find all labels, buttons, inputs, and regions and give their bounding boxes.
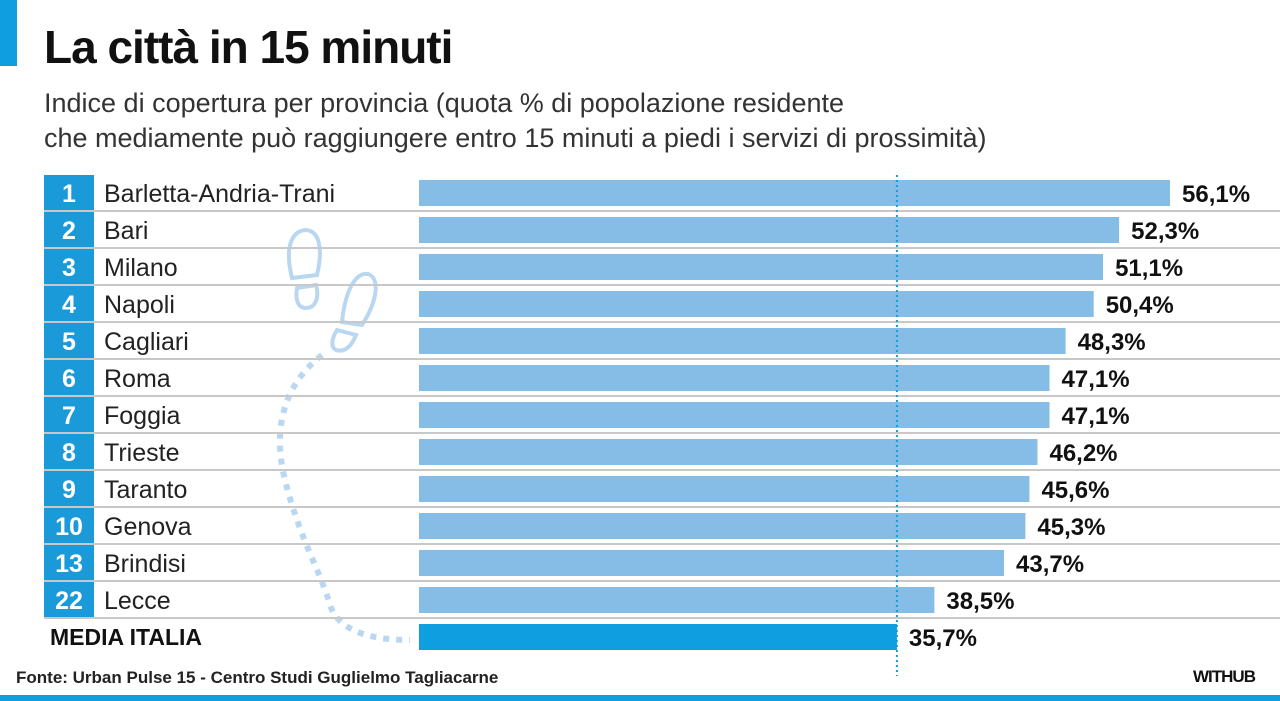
bar: [419, 513, 1026, 539]
value-label: 45,3%: [1037, 514, 1105, 541]
bar: [419, 180, 1170, 206]
category-label: Taranto: [104, 476, 187, 504]
value-label: 38,5%: [946, 588, 1014, 615]
average-label: MEDIA ITALIA: [50, 624, 202, 650]
category-label: Brindisi: [104, 550, 186, 578]
chart-subtitle: Indice di copertura per provincia (quota…: [44, 86, 1280, 156]
value-label: 51,1%: [1115, 255, 1183, 282]
rank-box: [44, 212, 94, 247]
value-label: 45,6%: [1041, 477, 1109, 504]
rank-label: 13: [55, 550, 83, 578]
value-label: 46,2%: [1049, 440, 1117, 467]
footprints-icon: [276, 227, 411, 643]
value-label: 47,1%: [1062, 403, 1130, 430]
average-bar: [419, 624, 897, 650]
rank-box: [44, 508, 94, 543]
chart-title: La città in 15 minuti: [44, 21, 453, 73]
rank-box: [44, 582, 94, 617]
value-label: 56,1%: [1182, 181, 1250, 208]
bar: [419, 328, 1066, 354]
accent-bar: [0, 0, 17, 66]
value-label: 50,4%: [1106, 292, 1174, 319]
bottom-accent-bar: [0, 695, 1280, 701]
category-label: Foggia: [104, 402, 181, 430]
value-label: 52,3%: [1131, 218, 1199, 245]
rank-box: [44, 471, 94, 506]
bar: [419, 365, 1050, 391]
subtitle-line-1: Indice di copertura per provincia (quota…: [44, 88, 844, 118]
bar: [419, 217, 1120, 243]
rank-box: [44, 286, 94, 321]
rank-label: 4: [62, 291, 76, 319]
value-label: 43,7%: [1016, 551, 1084, 578]
value-label: 47,1%: [1062, 366, 1130, 393]
bar: [419, 550, 1005, 576]
rank-box: [44, 175, 94, 210]
rank-box: [44, 360, 94, 395]
value-label: 48,3%: [1078, 329, 1146, 356]
rank-label: 10: [55, 513, 83, 541]
rank-label: 8: [62, 439, 76, 467]
bar: [419, 402, 1050, 428]
rank-label: 1: [62, 180, 76, 208]
rank-label: 2: [62, 217, 76, 245]
rank-label: 22: [55, 587, 83, 615]
rank-box: [44, 397, 94, 432]
category-label: Bari: [104, 217, 148, 245]
bar: [419, 439, 1038, 465]
category-label: Roma: [104, 365, 171, 393]
rank-label: 3: [62, 254, 76, 282]
rank-label: 7: [62, 402, 76, 430]
category-label: Lecce: [104, 587, 171, 615]
rank-label: 9: [62, 476, 76, 504]
category-label: Napoli: [104, 291, 175, 319]
category-label: Cagliari: [104, 328, 189, 356]
bar: [419, 291, 1094, 317]
rank-box: [44, 545, 94, 580]
subtitle-line-2: che mediamente può raggiungere entro 15 …: [44, 123, 987, 153]
rank-label: 6: [62, 365, 76, 393]
category-label: Genova: [104, 513, 192, 541]
rank-box: [44, 434, 94, 469]
category-label: Trieste: [104, 439, 179, 467]
category-label: Barletta-Andria-Trani: [104, 180, 335, 208]
rank-box: [44, 323, 94, 358]
bar: [419, 254, 1104, 280]
rank-label: 5: [62, 328, 76, 356]
rank-box: [44, 249, 94, 284]
category-label: Milano: [104, 254, 178, 282]
source-note: Fonte: Urban Pulse 15 - Centro Studi Gug…: [16, 668, 499, 687]
bar: [419, 476, 1030, 502]
withub-logo: WITHUB: [1193, 667, 1256, 686]
average-value-label: 35,7%: [909, 625, 977, 652]
bar: [419, 587, 935, 613]
